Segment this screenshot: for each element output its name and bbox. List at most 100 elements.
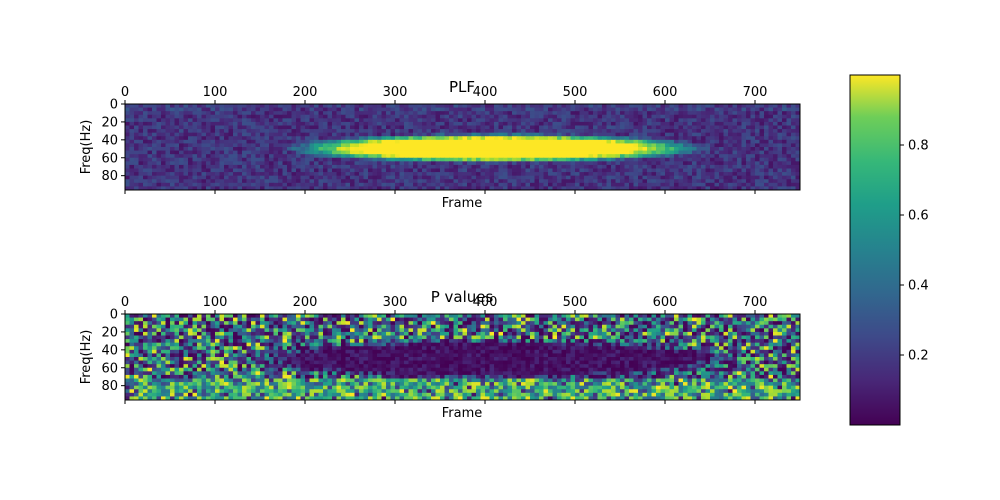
heatmap-cell [188, 186, 194, 190]
heatmap-cell [435, 179, 441, 184]
heatmap-cell [602, 107, 608, 112]
heatmap-cell [255, 150, 261, 155]
heatmap-cell [521, 186, 527, 190]
heatmap-cell [489, 164, 495, 170]
heatmap-cell [512, 129, 518, 134]
heatmap-cell [197, 182, 203, 188]
heatmap-cell [795, 132, 800, 137]
heatmap-cell [615, 104, 621, 109]
heatmap-cell [629, 104, 635, 109]
heatmap-cell [489, 157, 495, 162]
heatmap-cell [386, 335, 392, 340]
heatmap-cell [507, 150, 513, 155]
heatmap-cell [291, 125, 297, 130]
heatmap-cell [237, 186, 243, 190]
heatmap-cell [462, 107, 468, 112]
heatmap-cell [521, 342, 527, 347]
heatmap-cell [476, 164, 482, 170]
heatmap-cell [336, 175, 342, 180]
heatmap-cell [386, 118, 392, 123]
heatmap-cell [242, 324, 248, 329]
heatmap-cell [359, 157, 365, 162]
heatmap-cell [156, 150, 162, 155]
heatmap-cell [183, 114, 189, 119]
heatmap-cell [152, 339, 158, 344]
heatmap-cell [674, 186, 680, 190]
heatmap-cell [714, 114, 720, 119]
heatmap-cell [674, 331, 680, 337]
heatmap-cell [170, 328, 176, 333]
heatmap-cell [719, 107, 725, 112]
heatmap-cell [179, 172, 185, 177]
heatmap-cell [543, 157, 549, 162]
heatmap-cell [174, 139, 180, 145]
heatmap-cell [215, 161, 221, 166]
heatmap-cell [305, 161, 311, 166]
heatmap-cell [566, 331, 572, 337]
heatmap-cell [282, 121, 288, 127]
heatmap-cell [723, 328, 729, 333]
heatmap-cell [683, 147, 689, 152]
heatmap-cell [138, 118, 144, 123]
heatmap-cell [323, 121, 329, 127]
heatmap-cell [521, 328, 527, 333]
heatmap-cell [399, 324, 405, 329]
heatmap-cell [170, 150, 176, 155]
heatmap-cell [611, 339, 617, 344]
heatmap-cell [660, 114, 666, 119]
heatmap-cell [426, 157, 432, 162]
heatmap-cell [732, 136, 738, 141]
heatmap-cell [215, 129, 221, 134]
heatmap-cell [687, 314, 693, 319]
heatmap-cell [444, 143, 450, 148]
heatmap-cell [728, 118, 734, 123]
heatmap-cell [314, 321, 320, 326]
heatmap-cell [363, 125, 369, 130]
heatmap-cell [282, 331, 288, 337]
heatmap-cell [170, 175, 176, 180]
heatmap-cell [480, 125, 486, 130]
heatmap-cell [669, 172, 675, 177]
heatmap-cell [552, 324, 558, 329]
heatmap-cell [696, 121, 702, 127]
heatmap-cell [606, 182, 612, 188]
heatmap-cell [264, 161, 270, 166]
heatmap-cell [188, 339, 194, 344]
heatmap-cell [687, 139, 693, 145]
heatmap-cell [255, 339, 261, 344]
heatmap-cell [318, 324, 324, 329]
heatmap-cell [525, 331, 531, 337]
heatmap-cell [498, 118, 504, 123]
heatmap-cell [386, 179, 392, 184]
heatmap-cell [125, 157, 131, 162]
heatmap-cell [777, 317, 783, 322]
heatmap-cell [233, 154, 239, 159]
heatmap-cell [233, 136, 239, 141]
heatmap-cell [512, 125, 518, 130]
heatmap-cell [354, 139, 360, 145]
heatmap-cell [791, 157, 797, 162]
heatmap-cell [129, 147, 135, 152]
heatmap-cell [476, 314, 482, 319]
heatmap-cell [233, 314, 239, 319]
heatmap-cell [300, 157, 306, 162]
heatmap-cell [206, 335, 212, 340]
heatmap-cell [269, 328, 275, 333]
heatmap-cell [237, 143, 243, 148]
heatmap-cell [696, 179, 702, 184]
heatmap-cell [710, 328, 716, 333]
heatmap-cell [390, 161, 396, 166]
heatmap-cell [206, 114, 212, 119]
heatmap-cell [512, 179, 518, 184]
heatmap-cell [579, 125, 585, 130]
heatmap-cell [246, 331, 252, 337]
heatmap-cell [453, 324, 459, 329]
heatmap-cell [300, 342, 306, 347]
heatmap-cell [426, 172, 432, 177]
heatmap-cell [309, 342, 315, 347]
heatmap-cell [345, 168, 351, 173]
heatmap-cell [615, 321, 621, 326]
heatmap-cell [593, 157, 599, 162]
heatmap-cell [377, 186, 383, 190]
heatmap-cell [390, 331, 396, 337]
